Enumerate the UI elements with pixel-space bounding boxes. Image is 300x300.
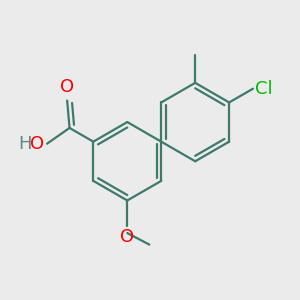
Text: O: O bbox=[120, 228, 134, 246]
Text: O: O bbox=[60, 78, 74, 96]
Text: H: H bbox=[19, 135, 32, 153]
Text: O: O bbox=[30, 135, 44, 153]
Text: Cl: Cl bbox=[255, 80, 272, 98]
